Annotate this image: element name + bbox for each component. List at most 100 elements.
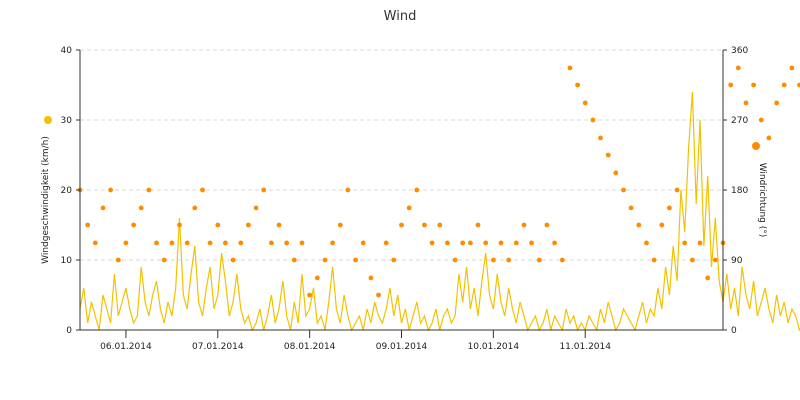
wind-direction-point bbox=[575, 82, 580, 88]
wind-direction-point bbox=[544, 222, 550, 228]
wind-direction-point bbox=[506, 257, 512, 263]
wind-direction-point bbox=[468, 240, 473, 246]
wind-direction-point bbox=[207, 240, 213, 246]
wind-direction-point bbox=[161, 257, 167, 263]
wind-direction-point bbox=[406, 205, 412, 211]
wind-direction-point bbox=[582, 100, 588, 106]
wind-direction-point bbox=[115, 257, 121, 263]
wind-direction-point bbox=[422, 222, 427, 228]
wind-direction-point bbox=[498, 240, 504, 246]
left-axis-title: Windgeschwindigkeit (km/h) bbox=[41, 136, 51, 264]
grid-lines bbox=[80, 49, 723, 261]
wind-direction-point bbox=[200, 187, 205, 193]
wind-direction-point bbox=[383, 240, 389, 246]
wind-direction-point bbox=[797, 82, 800, 88]
wind-direction-point bbox=[337, 222, 343, 228]
wind-direction-point bbox=[644, 240, 649, 246]
wind-direction-point bbox=[651, 257, 657, 263]
x-tick-label: 10.01.2014 bbox=[468, 342, 520, 352]
wind-direction-point bbox=[636, 222, 642, 228]
wind-direction-point bbox=[85, 222, 91, 228]
wind-direction-point bbox=[261, 187, 267, 193]
wind-direction-point bbox=[483, 240, 489, 246]
x-tick-label: 09.01.2014 bbox=[376, 342, 428, 352]
wind-direction-point bbox=[253, 205, 259, 211]
wind-direction-point bbox=[613, 170, 619, 176]
left-tick-label: 0 bbox=[66, 326, 72, 336]
wind-direction-point bbox=[712, 257, 718, 263]
wind-direction-point bbox=[223, 240, 228, 246]
wind-direction-point bbox=[667, 205, 672, 211]
left-tick-label: 10 bbox=[61, 256, 73, 266]
x-tick-label: 08.01.2014 bbox=[284, 342, 336, 352]
wind-direction-point bbox=[705, 275, 711, 281]
wind-direction-point bbox=[529, 240, 534, 246]
wind-direction-point bbox=[246, 222, 251, 228]
wind-direction-point bbox=[697, 240, 703, 246]
wind-direction-point bbox=[131, 222, 137, 228]
wind-direction-point bbox=[513, 240, 519, 246]
wind-direction-point bbox=[659, 222, 665, 228]
wind-direction-point bbox=[567, 65, 573, 71]
wind-direction-point bbox=[789, 65, 795, 71]
wind-direction-point bbox=[399, 222, 404, 228]
wind-direction-point bbox=[521, 222, 527, 228]
wind-direction-point bbox=[368, 275, 374, 281]
wind-direction-point bbox=[184, 240, 190, 246]
right-tick-label: 180 bbox=[731, 186, 748, 196]
wind-direction-point bbox=[284, 240, 290, 246]
wind-direction-point bbox=[460, 240, 466, 246]
right-tick-label: 270 bbox=[731, 116, 748, 126]
wind-direction-point bbox=[690, 257, 695, 263]
wind-direction-point bbox=[322, 257, 328, 263]
wind-direction-point bbox=[230, 257, 236, 263]
wind-direction-point bbox=[238, 240, 244, 246]
wind-direction-point bbox=[299, 240, 305, 246]
wind-direction-point bbox=[452, 257, 458, 263]
x-tick-label: 07.01.2014 bbox=[192, 342, 244, 352]
wind-direction-point bbox=[735, 65, 741, 71]
wind-direction-point bbox=[437, 222, 443, 228]
wind-direction-point bbox=[269, 240, 274, 246]
wind-direction-point bbox=[345, 187, 351, 193]
wind-direction-point bbox=[781, 82, 787, 88]
wind-direction-point bbox=[621, 187, 626, 193]
wind-direction-point bbox=[766, 135, 772, 141]
chart-title: Wind bbox=[384, 9, 417, 24]
wind-direction-point bbox=[491, 257, 496, 263]
x-tick-label: 11.01.2014 bbox=[559, 342, 611, 352]
direction-legend-dot bbox=[752, 142, 760, 150]
wind-direction-point bbox=[728, 82, 734, 88]
x-tick-label: 06.01.2014 bbox=[100, 342, 152, 352]
wind-direction-point bbox=[674, 187, 680, 193]
wind-direction-point bbox=[590, 117, 596, 123]
wind-direction-point bbox=[177, 222, 182, 228]
right-tick-label: 0 bbox=[731, 326, 737, 336]
wind-direction-series bbox=[77, 65, 800, 298]
wind-direction-point bbox=[552, 240, 557, 246]
wind-direction-point bbox=[314, 275, 320, 281]
wind-direction-point bbox=[774, 100, 779, 106]
wind-direction-point bbox=[758, 117, 764, 123]
wind-direction-point bbox=[307, 292, 312, 298]
left-tick-label: 20 bbox=[61, 186, 73, 196]
wind-direction-point bbox=[146, 187, 152, 193]
wind-direction-point bbox=[360, 240, 366, 246]
wind-direction-point bbox=[743, 100, 749, 106]
wind-direction-point bbox=[414, 187, 420, 193]
wind-direction-point bbox=[751, 82, 756, 88]
axes: 0 10 20 30 40 0 90 180 270 360 06.01.2014 07.01.201… bbox=[61, 46, 749, 352]
wind-speed-line bbox=[79, 91, 800, 332]
wind-direction-point bbox=[536, 257, 542, 263]
wind-direction-point bbox=[559, 257, 565, 263]
right-axis-title-group: Windrichtung (°) bbox=[752, 142, 767, 237]
wind-direction-point bbox=[598, 135, 603, 141]
wind-direction-point bbox=[445, 240, 450, 246]
wind-direction-point bbox=[154, 240, 159, 246]
wind-direction-point bbox=[475, 222, 481, 228]
wind-direction-point bbox=[192, 205, 198, 211]
wind-direction-point bbox=[628, 205, 634, 211]
wind-direction-point bbox=[391, 257, 397, 263]
wind-direction-point bbox=[330, 240, 335, 246]
left-tick-label: 40 bbox=[61, 46, 73, 56]
